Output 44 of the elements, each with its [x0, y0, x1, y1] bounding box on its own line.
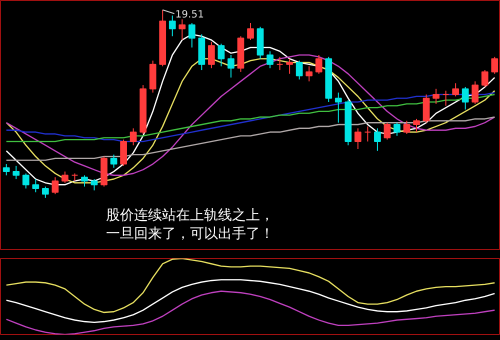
- candlestick: [491, 56, 498, 74]
- candlestick: [266, 50, 274, 69]
- candlestick: [315, 54, 322, 74]
- candlestick: [110, 154, 118, 168]
- candlestick: [432, 88, 440, 104]
- candlestick: [306, 66, 313, 82]
- candlestick: [2, 164, 10, 176]
- candlestick: [168, 15, 176, 37]
- candlestick: [218, 43, 225, 67]
- candlestick: [481, 70, 488, 88]
- candlestick: [228, 54, 234, 78]
- candlestick: [62, 171, 68, 184]
- candlestick: [462, 86, 469, 110]
- candlestick: [384, 122, 391, 140]
- candlestick: [178, 18, 186, 40]
- candlestick: [276, 56, 284, 71]
- text: 一旦回来了，可以出手了！: [106, 226, 274, 242]
- candlestick: [247, 22, 254, 40]
- candlestick: [12, 165, 20, 180]
- candlestick: [334, 92, 342, 124]
- candlestick: [442, 90, 450, 106]
- candlestick: [472, 80, 479, 104]
- candlestick: [81, 174, 88, 188]
- candlestick: [52, 176, 59, 195]
- candlestick: [208, 41, 215, 69]
- candlestick: [354, 128, 362, 150]
- candlestick: [32, 178, 40, 193]
- candlestick: [90, 178, 98, 191]
- candlestick: [403, 120, 410, 134]
- candlestick: [120, 139, 127, 166]
- candlestick: [413, 118, 420, 133]
- candlestick: [188, 22, 196, 48]
- candlestick: [422, 94, 430, 124]
- candlestick: [22, 172, 30, 189]
- candlestick: [364, 126, 372, 142]
- candlestick: [130, 128, 137, 146]
- candlestick: [296, 60, 303, 80]
- annotation: 19.51: [175, 10, 204, 21]
- candlestick: [374, 128, 381, 152]
- text: 股价连续站在上轨线之上，: [106, 207, 274, 224]
- candlestick: [394, 122, 400, 136]
- candlestick: [286, 58, 293, 74]
- candlestick: [452, 82, 460, 97]
- candlestick: [42, 186, 49, 198]
